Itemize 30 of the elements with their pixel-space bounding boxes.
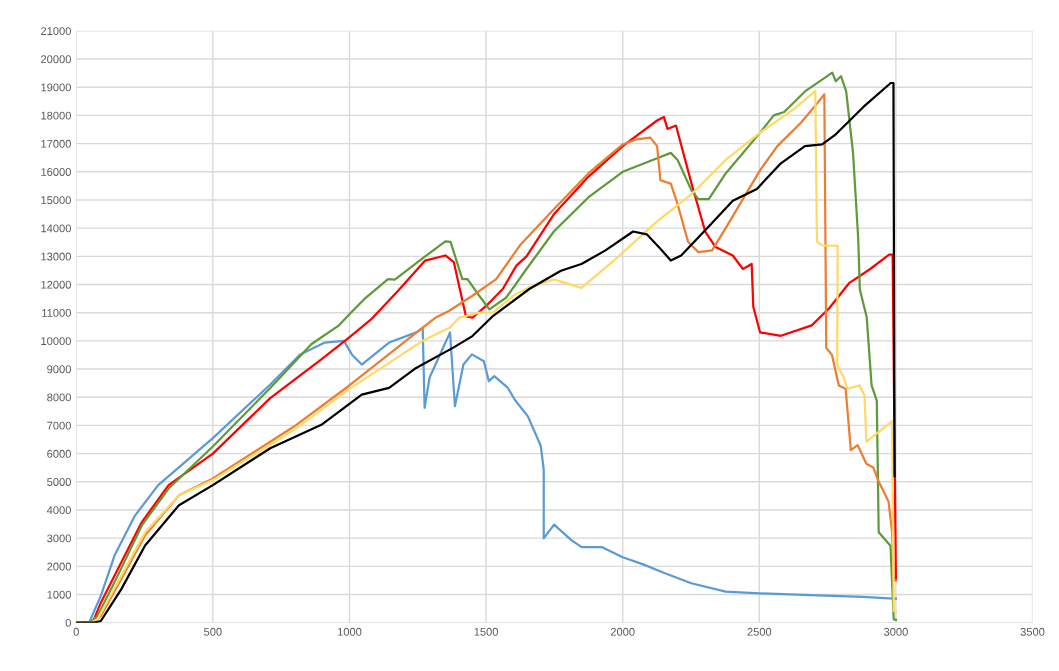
- y-tick-label: 1000: [47, 590, 71, 599]
- y-tick-label: 12000: [41, 280, 71, 289]
- x-tick-label: 2000: [610, 627, 635, 636]
- y-tick-label: 10000: [41, 337, 71, 345]
- x-tick-label: 1000: [337, 627, 362, 636]
- x-tick-label: 0: [73, 627, 79, 636]
- x-tick-label: 3000: [883, 627, 908, 636]
- y-tick-label: 8000: [47, 393, 71, 402]
- y-tick-label: 15000: [41, 196, 71, 205]
- x-tick-label: 500: [204, 627, 222, 636]
- y-tick-label: 11000: [42, 308, 71, 317]
- y-tick-label: 5000: [47, 478, 71, 486]
- y-tick-label: 14000: [41, 224, 71, 233]
- y-tick-label: 0: [65, 618, 71, 627]
- y-tick-label: 2000: [47, 562, 71, 571]
- y-tick-label: 17000: [41, 139, 71, 148]
- y-tick-label: 19000: [41, 83, 71, 92]
- y-tick-label: 7000: [47, 421, 71, 430]
- y-tick-label: 6000: [47, 449, 71, 458]
- x-tick-label: 3500: [1020, 627, 1045, 636]
- y-tick-label: 21000: [41, 27, 71, 35]
- y-tick-label: 3000: [47, 534, 71, 543]
- y-tick-label: 18000: [41, 111, 71, 120]
- x-tick-label: 1500: [474, 627, 499, 636]
- y-tick-label: 16000: [41, 168, 71, 176]
- y-tick-label: 4000: [46, 506, 71, 515]
- x-tick-label: 2500: [747, 627, 772, 636]
- y-tick-label: 9000: [47, 365, 71, 374]
- y-tick-label: 20000: [41, 55, 71, 64]
- y-tick-label: 13000: [41, 252, 71, 261]
